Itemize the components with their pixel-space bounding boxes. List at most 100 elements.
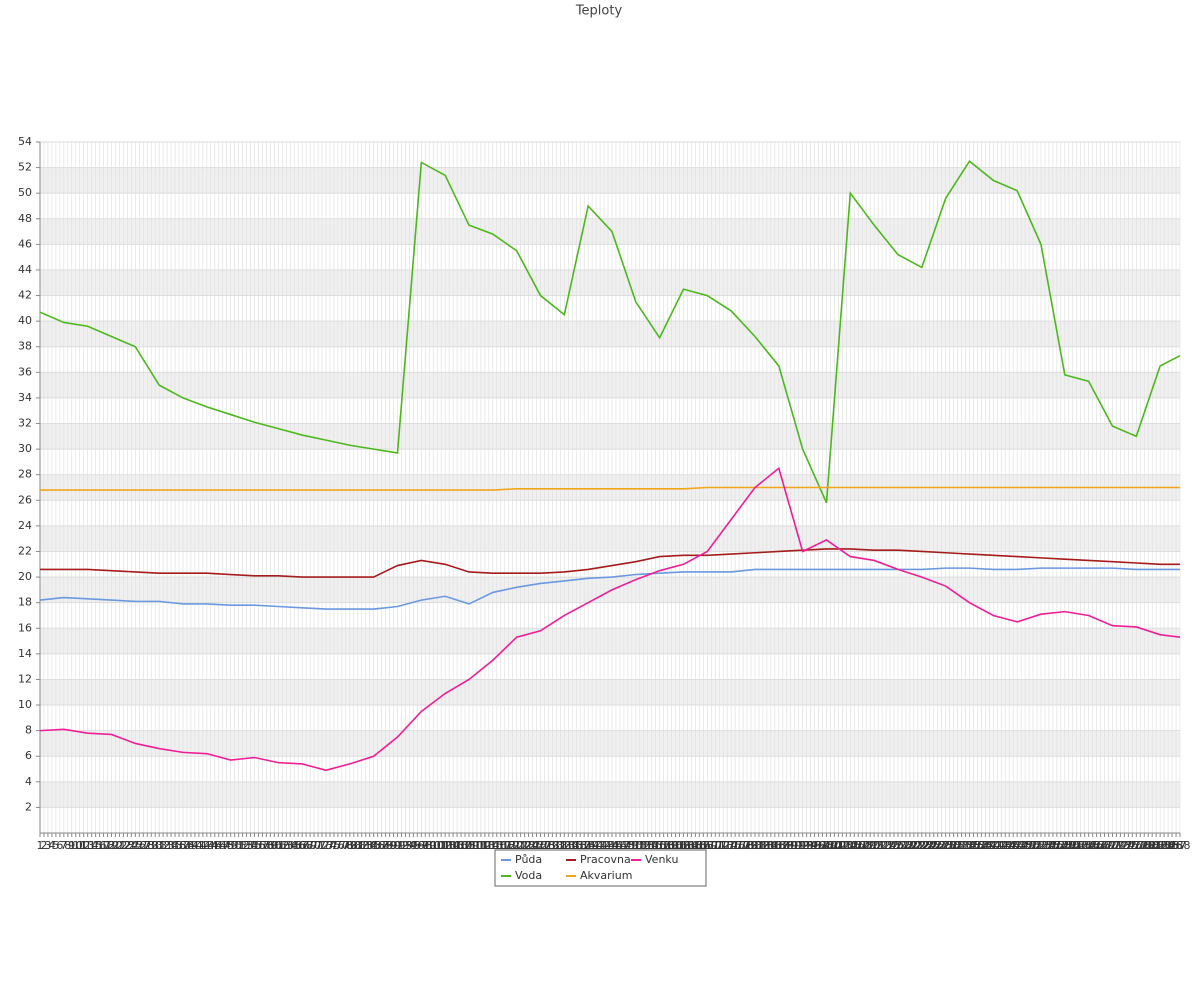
x-tick-label: 137 bbox=[570, 839, 591, 852]
x-tick-label: 177 bbox=[729, 839, 750, 852]
x-tick-label: 36 bbox=[172, 839, 186, 852]
x-tick-label: 75 bbox=[327, 839, 341, 852]
legend-box bbox=[494, 849, 707, 887]
x-tick-label: 32 bbox=[156, 839, 170, 852]
x-tick-label: 258 bbox=[1050, 839, 1071, 852]
x-tick-label: 127 bbox=[530, 839, 551, 852]
x-tick-label: 48 bbox=[220, 839, 234, 852]
y-tick-label: 36 bbox=[18, 365, 32, 378]
x-tick-label: 217 bbox=[887, 839, 908, 852]
x-tick-label: 211 bbox=[864, 839, 885, 852]
x-tick-label: 225 bbox=[919, 839, 940, 852]
x-tick-label: 153 bbox=[633, 839, 654, 852]
grid-band bbox=[40, 679, 1180, 706]
x-tick-label: 276 bbox=[1122, 839, 1143, 852]
x-tick-label: 194 bbox=[796, 839, 817, 852]
x-tick-label: 149 bbox=[617, 839, 638, 852]
x-tick-label: 38 bbox=[180, 839, 194, 852]
x-tick-label: 266 bbox=[1082, 839, 1103, 852]
x-tick-label: 234 bbox=[955, 839, 976, 852]
x-tick-label: 257 bbox=[1046, 839, 1067, 852]
x-tick-label: 202 bbox=[828, 839, 849, 852]
x-tick-label: 50 bbox=[228, 839, 242, 852]
x-tick-label: 135 bbox=[562, 839, 583, 852]
x-tick-label: 103 bbox=[435, 839, 456, 852]
series-line bbox=[40, 548, 1180, 578]
x-tick-label: 144 bbox=[598, 839, 619, 852]
x-tick-label: 64 bbox=[283, 839, 297, 852]
x-tick-label: 54 bbox=[244, 839, 258, 852]
x-tick-label: 173 bbox=[713, 839, 734, 852]
x-tick-label: 76 bbox=[331, 839, 345, 852]
x-tick-label: 12 bbox=[77, 839, 91, 852]
x-tick-label: 256 bbox=[1042, 839, 1063, 852]
x-tick-label: 24 bbox=[124, 839, 138, 852]
x-tick-label: 108 bbox=[455, 839, 476, 852]
x-tick-label: 39 bbox=[184, 839, 198, 852]
x-tick-label: 14 bbox=[85, 839, 99, 852]
x-tick-label: 92 bbox=[394, 839, 408, 852]
x-tick-label: 263 bbox=[1070, 839, 1091, 852]
x-tick-label: 143 bbox=[594, 839, 615, 852]
x-tick-label: 53 bbox=[240, 839, 254, 852]
x-tick-label: 285 bbox=[1158, 839, 1179, 852]
x-tick-label: 280 bbox=[1138, 839, 1159, 852]
y-tick-label: 40 bbox=[18, 314, 32, 327]
x-tick-label: 132 bbox=[550, 839, 571, 852]
y-tick-label: 6 bbox=[25, 749, 32, 762]
x-tick-label: 239 bbox=[975, 839, 996, 852]
x-tick-label: 31 bbox=[152, 839, 166, 852]
x-tick-label: 154 bbox=[637, 839, 658, 852]
x-tick-label: 106 bbox=[447, 839, 468, 852]
x-tick-label: 175 bbox=[721, 839, 742, 852]
x-tick-label: 42 bbox=[196, 839, 210, 852]
x-tick-label: 221 bbox=[903, 839, 924, 852]
x-tick-label: 218 bbox=[891, 839, 912, 852]
x-tick-label: 72 bbox=[315, 839, 329, 852]
x-tick-label: 268 bbox=[1090, 839, 1111, 852]
x-tick-label: 15 bbox=[89, 839, 103, 852]
x-tick-label: 142 bbox=[590, 839, 611, 852]
x-tick-label: 73 bbox=[319, 839, 333, 852]
x-tick-label: 99 bbox=[422, 839, 436, 852]
x-tick-label: 40 bbox=[188, 839, 202, 852]
x-tick-label: 83 bbox=[359, 839, 373, 852]
x-tick-label: 113 bbox=[474, 839, 495, 852]
grid-band bbox=[40, 577, 1180, 603]
x-tick-label: 235 bbox=[959, 839, 980, 852]
x-tick-label: 88 bbox=[379, 839, 393, 852]
y-tick-label: 28 bbox=[18, 468, 32, 481]
x-tick-label: 107 bbox=[451, 839, 472, 852]
grid-band bbox=[40, 781, 1180, 808]
y-tick-label: 12 bbox=[18, 672, 32, 685]
x-tick-label: 94 bbox=[402, 839, 416, 852]
x-tick-label: 5 bbox=[52, 839, 59, 852]
x-tick-label: 209 bbox=[856, 839, 877, 852]
legend-label: Venku bbox=[645, 853, 678, 866]
x-tick-label: 35 bbox=[168, 839, 182, 852]
x-tick-label: 60 bbox=[267, 839, 281, 852]
x-tick-label: 52 bbox=[236, 839, 250, 852]
x-tick-label: 111 bbox=[466, 839, 487, 852]
x-tick-label: 56 bbox=[251, 839, 265, 852]
x-tick-label: 77 bbox=[335, 839, 349, 852]
x-tick-label: 273 bbox=[1110, 839, 1131, 852]
x-tick-label: 121 bbox=[506, 839, 527, 852]
x-tick-label: 205 bbox=[840, 839, 861, 852]
x-tick-label: 248 bbox=[1011, 839, 1032, 852]
x-tick-label: 237 bbox=[967, 839, 988, 852]
x-tick-label: 230 bbox=[939, 839, 960, 852]
x-tick-label: 78 bbox=[339, 839, 353, 852]
grid-band bbox=[40, 525, 1180, 552]
x-tick-label: 34 bbox=[164, 839, 178, 852]
x-tick-label: 166 bbox=[685, 839, 706, 852]
grid-band bbox=[40, 321, 1180, 347]
x-tick-label: 220 bbox=[899, 839, 920, 852]
y-tick-label: 50 bbox=[18, 186, 32, 199]
x-tick-label: 16 bbox=[93, 839, 107, 852]
x-tick-label: 216 bbox=[884, 839, 905, 852]
grid-band bbox=[40, 218, 1180, 245]
y-tick-label: 44 bbox=[18, 263, 32, 276]
x-tick-label: 114 bbox=[478, 839, 499, 852]
x-tick-label: 6 bbox=[56, 839, 63, 852]
